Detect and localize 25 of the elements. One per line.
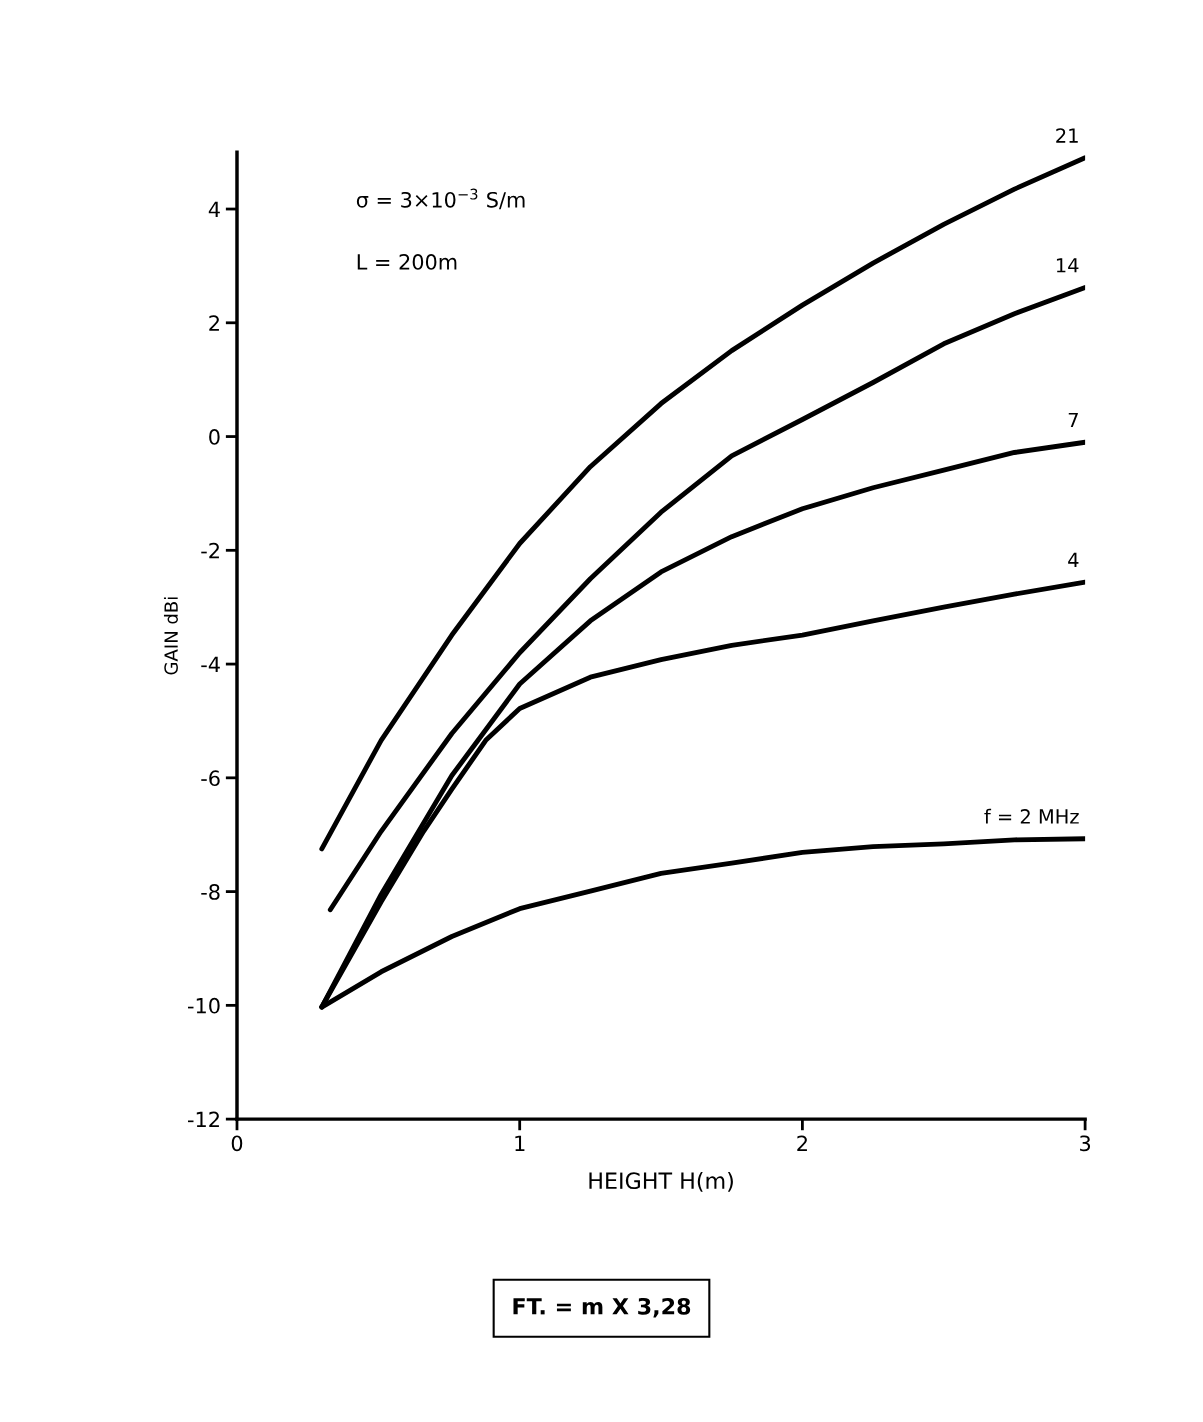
x-tick-label: 2 <box>797 1135 807 1151</box>
y-tick-label: -12 <box>188 1111 219 1128</box>
y-tick-label: -6 <box>201 770 220 787</box>
y-tick-label: -2 <box>201 542 219 559</box>
annotation: L = 200m <box>357 254 457 270</box>
y-tick-label: 0 <box>209 429 220 445</box>
line-series <box>319 155 1086 852</box>
x-axis-title: HEIGHT H(m) <box>589 1171 733 1192</box>
x-tick-label: 0 <box>231 1135 243 1152</box>
x-tick-label: 1 <box>515 1135 525 1151</box>
series-label: 21 <box>1056 128 1078 143</box>
x-tick-label: 3 <box>1080 1135 1091 1152</box>
y-tick-label: -4 <box>201 656 220 672</box>
series-label: f = 2 MHz <box>984 808 1079 824</box>
y-tick-label: -10 <box>188 997 220 1014</box>
series-label: 4 <box>1068 552 1079 568</box>
y-tick-label: 2 <box>209 315 219 331</box>
y-tick-label: -8 <box>201 884 220 900</box>
y-tick-label: 4 <box>208 201 220 217</box>
y-axis-title: GAIN dBi <box>163 597 178 675</box>
series-label: 7 <box>1068 412 1078 428</box>
line-series <box>327 285 1086 913</box>
series-label: 14 <box>1056 258 1079 273</box>
text: FT. = m X 3,28 <box>513 1297 691 1318</box>
annotation: σ = 3×10$^{−3}$ S/m <box>356 188 525 210</box>
